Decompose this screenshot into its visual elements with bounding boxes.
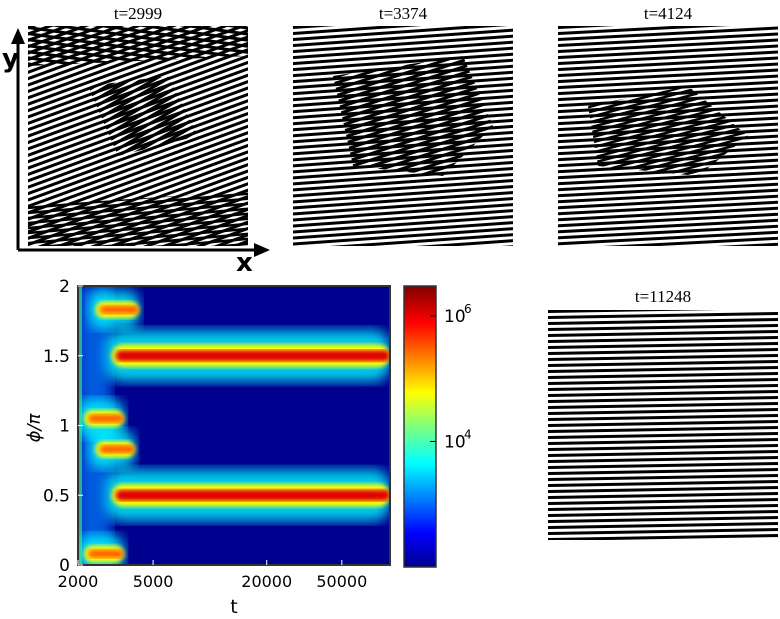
- colorbar: [403, 285, 437, 568]
- x-axis-label: t: [230, 596, 237, 618]
- y-axis-label: ϕ/π: [24, 412, 45, 442]
- stripe-pattern-1: [28, 26, 248, 246]
- y-tick-label-3: 1.5: [43, 347, 70, 367]
- x-tick-label-1: 5000: [133, 572, 174, 591]
- colorbar-tick-exp-0: 4: [464, 427, 472, 441]
- y-tick-label-2: 1: [59, 417, 70, 437]
- axis-arrows: [11, 28, 270, 257]
- band-core-5: [88, 414, 124, 423]
- band-core-3: [99, 445, 135, 454]
- y-tick-label-0: 0: [59, 556, 70, 576]
- panel-title-4: t=11248: [634, 287, 692, 306]
- stripe-pattern-4: [548, 310, 778, 540]
- y-tick-label-1: 0.5: [43, 486, 70, 506]
- panel-title-2: t=3374: [378, 4, 428, 23]
- colorbar-tick-exp-1: 6: [464, 302, 472, 316]
- stripe-pattern-panel-1: [28, 26, 248, 246]
- band-core-0: [115, 489, 390, 501]
- colorbar-tick-label-1: 10: [444, 307, 466, 327]
- stripe-pattern-panel-4: [548, 310, 778, 540]
- stripe-pattern-2: [293, 26, 513, 246]
- y-tick-label-4: 2: [59, 277, 70, 297]
- band-core-2: [99, 305, 139, 314]
- x-axis-arrow-label: x: [236, 248, 253, 278]
- x-tick-label-2: 20000: [241, 572, 292, 591]
- stripe-pattern-3: [558, 26, 778, 246]
- heatmap-chart: 2000 5000 20000 50000 00.511.52 t ϕ/π 10410…: [24, 277, 472, 618]
- x-tick-label-3: 50000: [316, 572, 367, 591]
- panel-title-3: t=4124: [643, 4, 693, 23]
- stripe-pattern-panel-3: [558, 26, 778, 246]
- stripe-pattern-panel-2: [293, 26, 513, 246]
- band-core-4: [88, 549, 124, 559]
- x-tick-label-0: 2000: [58, 572, 99, 591]
- band-core-1: [115, 350, 390, 362]
- colorbar-tick-label-0: 10: [444, 432, 466, 452]
- panel-title-1: t=2999: [113, 4, 163, 23]
- y-axis-arrow-label: y: [2, 44, 19, 74]
